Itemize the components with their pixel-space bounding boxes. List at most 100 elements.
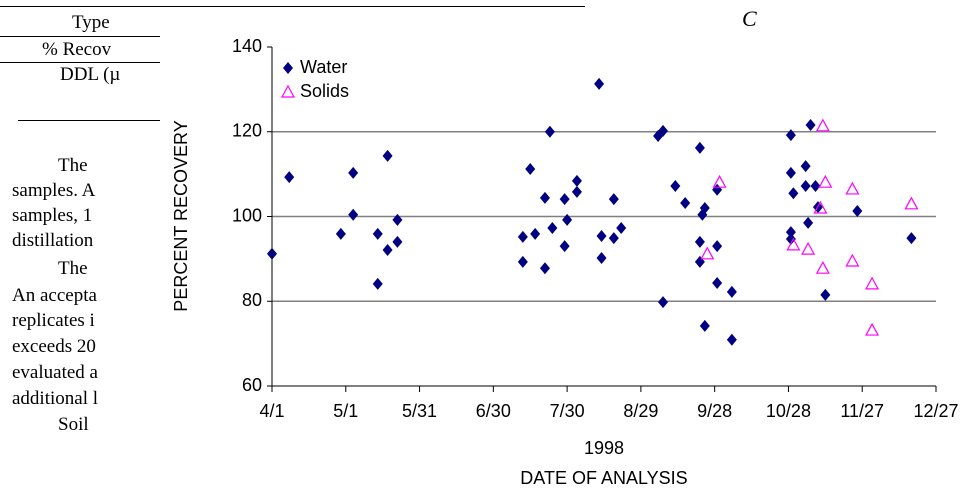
y-tick-label: 80 (242, 290, 262, 310)
point (658, 124, 669, 137)
legend-label: Solids (300, 81, 349, 101)
x-tick-label: 5/1 (333, 401, 358, 421)
rule (0, 62, 160, 63)
point (571, 174, 582, 187)
point (815, 118, 830, 132)
point (712, 174, 727, 188)
x-tick-label: 7/30 (550, 401, 585, 421)
point (699, 319, 710, 332)
point (517, 255, 528, 268)
point (815, 260, 830, 274)
point (562, 213, 573, 226)
x-tick-label: 4/1 (259, 401, 284, 421)
x-tick-label: 12/27 (913, 401, 958, 421)
x-tick-label: 8/29 (623, 401, 658, 421)
x-tick-label: 10/28 (766, 401, 811, 421)
doc-line: The (58, 155, 88, 176)
point (810, 179, 821, 192)
point (392, 235, 403, 248)
point (547, 221, 558, 234)
point (845, 253, 860, 267)
point (544, 125, 555, 138)
x-axis-sublabel: 1998 (584, 438, 624, 458)
y-tick-label: 140 (232, 36, 262, 56)
doc-header: C (742, 6, 757, 31)
point (700, 246, 715, 260)
point (616, 221, 627, 234)
point (800, 160, 811, 173)
point (785, 129, 796, 142)
point (699, 202, 710, 215)
point (803, 216, 814, 229)
point (596, 252, 607, 265)
point (680, 196, 691, 209)
doc-line: Type (72, 12, 110, 33)
doc-line: % Recov (42, 39, 112, 60)
point (785, 232, 796, 245)
doc-line: exceeds 20 (12, 336, 96, 357)
point (348, 166, 359, 179)
point (670, 179, 681, 192)
point (571, 185, 582, 198)
point (852, 204, 863, 217)
point (608, 232, 619, 245)
point (525, 163, 536, 176)
point (712, 277, 723, 290)
point (372, 277, 383, 290)
point (788, 187, 799, 200)
point (596, 229, 607, 242)
doc-line: Soil (58, 414, 89, 435)
point (382, 243, 393, 256)
point (694, 235, 705, 248)
point (865, 322, 880, 336)
point (608, 193, 619, 206)
legend-label: Water (300, 57, 347, 77)
point (818, 174, 833, 188)
point (658, 296, 669, 309)
point (785, 226, 796, 239)
y-axis-label: PERCENT RECOVERY (171, 120, 191, 311)
legend-marker (280, 84, 296, 98)
x-axis-label: DATE OF ANALYSIS (520, 468, 687, 488)
point (517, 230, 528, 243)
point (372, 227, 383, 240)
legend-marker (283, 62, 293, 74)
point (906, 232, 917, 245)
rule (0, 6, 585, 7)
point (786, 237, 801, 251)
point (712, 240, 723, 253)
point (559, 240, 570, 253)
point (694, 141, 705, 154)
doc-line: An accepta (12, 285, 97, 306)
rule (18, 120, 160, 121)
doc-line: samples. A (12, 180, 96, 201)
point (726, 333, 737, 346)
rule (0, 36, 160, 37)
point (539, 191, 550, 204)
point (820, 288, 831, 301)
point (392, 213, 403, 226)
point (284, 171, 295, 184)
point (382, 149, 393, 162)
point (865, 276, 880, 290)
doc-line: DDL (µ (60, 64, 121, 85)
doc-line: The (58, 258, 88, 279)
x-tick-label: 9/28 (697, 401, 732, 421)
point (726, 285, 737, 298)
point (348, 208, 359, 221)
doc-line: evaluated a (12, 362, 98, 383)
x-tick-label: 5/31 (402, 401, 437, 421)
doc-line: replicates i (12, 310, 95, 331)
point (801, 241, 816, 255)
point (785, 166, 796, 179)
chart: PERCENT RECOVERY 1998 DATE OF ANALYSIS 6… (160, 30, 968, 496)
y-tick-label: 120 (232, 121, 262, 141)
point (335, 227, 346, 240)
point (530, 227, 541, 240)
x-tick-label: 6/30 (476, 401, 511, 421)
x-tick-label: 11/27 (840, 401, 884, 421)
point (904, 196, 919, 210)
point (813, 200, 828, 214)
